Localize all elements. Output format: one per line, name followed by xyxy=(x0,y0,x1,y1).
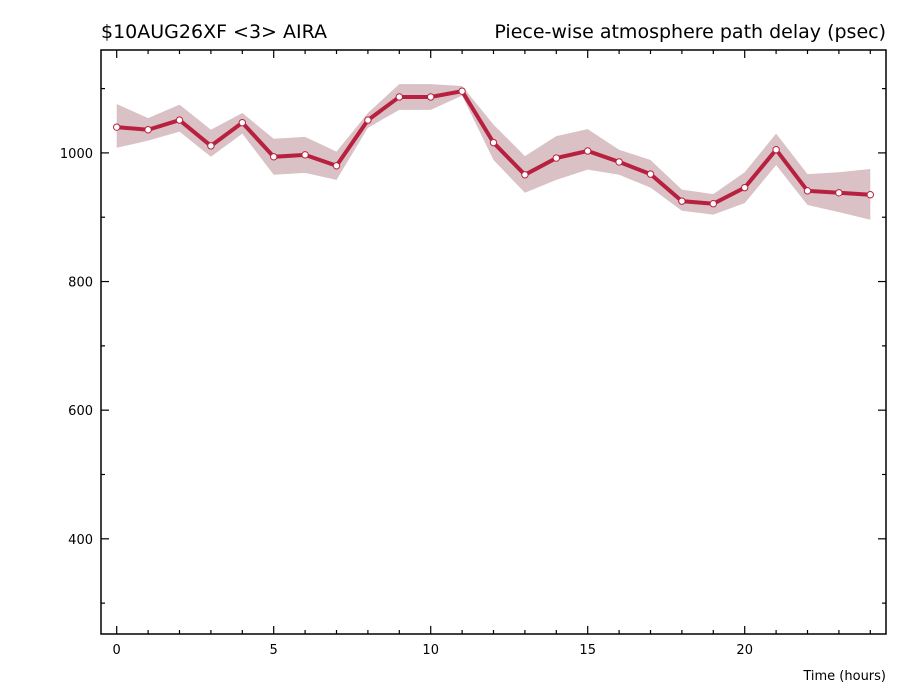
x-tick-label: 15 xyxy=(579,643,596,658)
data-point xyxy=(144,126,152,134)
error-band xyxy=(116,84,871,220)
y-tick-label: 1000 xyxy=(60,147,93,162)
data-point xyxy=(427,93,435,101)
data-point xyxy=(678,197,686,205)
data-point xyxy=(364,116,372,124)
data-point xyxy=(866,191,874,199)
y-tick-label: 800 xyxy=(68,276,93,291)
data-point xyxy=(772,145,780,154)
data-point xyxy=(175,116,184,124)
data-point xyxy=(207,142,215,150)
data-point xyxy=(238,118,247,127)
data-point xyxy=(521,171,529,179)
data-point xyxy=(113,123,121,131)
data-point xyxy=(395,93,403,101)
data-point xyxy=(584,147,592,155)
x-axis-label: Time (hours) xyxy=(802,669,886,684)
data-point xyxy=(741,183,749,192)
data-point xyxy=(489,138,498,147)
data-point xyxy=(270,153,278,161)
data-point xyxy=(646,170,655,178)
y-tick-label: 600 xyxy=(68,404,93,419)
x-tick-label: 20 xyxy=(736,643,753,658)
data-point xyxy=(552,154,560,162)
y-tick-label: 400 xyxy=(68,533,93,548)
chart-title: $10AUG26XF <3> AIRA xyxy=(101,21,327,43)
x-tick-label: 0 xyxy=(113,643,121,658)
data-point xyxy=(803,187,812,195)
chart-subtitle: Piece-wise atmosphere path delay (psec) xyxy=(494,21,886,43)
data-point xyxy=(835,189,843,197)
data-point xyxy=(332,162,341,170)
x-tick-label: 5 xyxy=(270,643,278,658)
data-point xyxy=(301,151,309,159)
data-point xyxy=(615,158,623,166)
data-point xyxy=(709,200,717,208)
x-tick-label: 10 xyxy=(422,643,439,658)
data-point xyxy=(458,87,466,95)
